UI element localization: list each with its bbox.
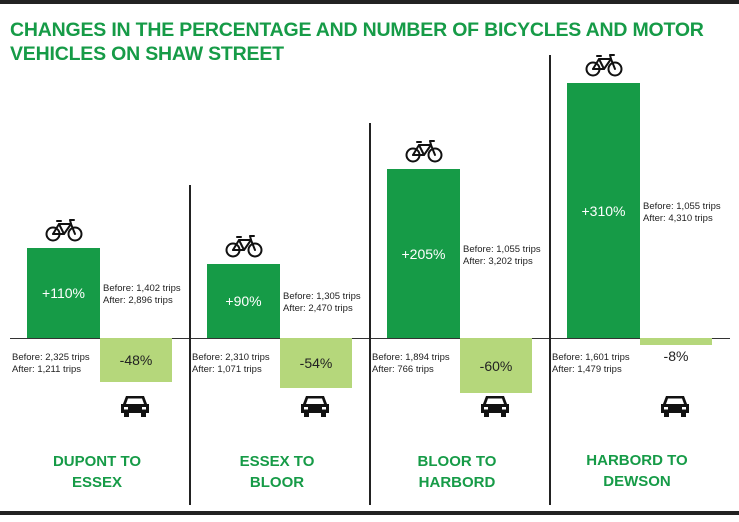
motor-vehicle-trips: Before: 2,325 trips After: 1,211 trips <box>12 352 90 376</box>
segment-label: HARBORD TO DEWSON <box>552 450 722 492</box>
bicycle-trips: Before: 1,055 trips After: 4,310 trips <box>643 201 721 225</box>
motor-vehicle-bar <box>640 338 712 346</box>
segment-label-line: ESSEX <box>71 474 123 491</box>
bicycle-before-trips: Before: 1,055 trips <box>463 243 541 255</box>
motor-vehicle-bar <box>100 338 172 382</box>
bicycle-pct-label: +205% <box>401 245 446 262</box>
segment-label: DUPONT TO ESSEX <box>12 451 182 493</box>
bicycle-bar <box>27 247 100 338</box>
bicycle-icon <box>45 218 83 242</box>
segment-divider <box>369 123 371 505</box>
bicycle-after-trips: After: 3,202 trips <box>463 255 533 267</box>
bicycle-trips: Before: 1,305 trips After: 2,470 trips <box>283 291 361 315</box>
segment-label-line: HARBORD <box>418 474 496 491</box>
bicycle-before-trips: Before: 1,305 trips <box>283 290 361 302</box>
bicycle-trips: Before: 1,402 trips After: 2,896 trips <box>103 283 181 307</box>
car-icon <box>121 396 149 417</box>
bicycle-after-trips: After: 2,470 trips <box>283 302 353 314</box>
bicycle-bar <box>207 263 280 338</box>
segment-label-line: DEWSON <box>603 473 671 490</box>
segment-label-line: BLOOR TO <box>417 453 497 470</box>
segment-label-line: DUPONT TO <box>52 453 142 470</box>
segment-label-line: BLOOR <box>249 474 305 491</box>
segment-label-line: ESSEX TO <box>239 453 315 470</box>
bicycle-icon <box>585 54 623 77</box>
bicycle-bar <box>387 169 460 338</box>
motor-vehicle-pct-label: -48% <box>119 352 153 368</box>
bicycle-bar <box>567 83 640 338</box>
bicycle-icon <box>225 234 263 258</box>
motor-vehicle-after-trips: After: 1,071 trips <box>192 364 262 375</box>
car-icon <box>661 396 689 417</box>
bicycle-pct-label: +90% <box>225 292 262 309</box>
motor-vehicle-pct-label: -54% <box>299 354 333 371</box>
motor-vehicle-pct-label: -8% <box>663 348 689 365</box>
bicycle-before-trips: Before: 1,055 trips <box>643 200 721 212</box>
motor-vehicle-trips: Before: 1,894 trips After: 766 trips <box>372 352 450 376</box>
bicycle-pct-label: +110% <box>42 284 85 301</box>
motor-vehicle-before-trips: Before: 1,894 trips <box>372 352 450 363</box>
segment-label-line: HARBORD TO <box>586 452 688 469</box>
motor-vehicle-pct-label: -60% <box>479 357 513 374</box>
top-rule <box>0 0 739 4</box>
bottom-rule <box>0 511 739 515</box>
bicycle-after-trips: After: 2,896 trips <box>103 294 173 306</box>
segment-divider <box>189 185 191 505</box>
segment-divider <box>549 55 551 505</box>
chart-title: CHANGES IN THE PERCENTAGE AND NUMBER OF … <box>10 19 704 65</box>
segment-label: BLOOR TO HARBORD <box>372 451 542 493</box>
bicycle-after-trips: After: 4,310 trips <box>643 212 713 224</box>
car-icon <box>481 396 509 417</box>
bicycle-pct-label: +310% <box>581 202 626 219</box>
car-icon <box>301 396 329 417</box>
motor-vehicle-before-trips: Before: 1,601 trips <box>552 352 630 363</box>
motor-vehicle-trips: Before: 1,601 trips After: 1,479 trips <box>552 352 630 376</box>
motor-vehicle-trips: Before: 2,310 trips After: 1,071 trips <box>192 352 270 376</box>
motor-vehicle-after-trips: After: 1,211 trips <box>12 364 81 375</box>
motor-vehicle-bar <box>280 338 352 388</box>
bicycle-trips: Before: 1,055 trips After: 3,202 trips <box>463 244 541 268</box>
motor-vehicle-after-trips: After: 766 trips <box>372 364 434 375</box>
motor-vehicle-before-trips: Before: 2,310 trips <box>192 352 270 363</box>
motor-vehicle-bar <box>460 338 532 393</box>
motor-vehicle-after-trips: After: 1,479 trips <box>552 364 622 375</box>
bicycle-before-trips: Before: 1,402 trips <box>103 282 181 294</box>
segment-label: ESSEX TO BLOOR <box>192 451 362 493</box>
bicycle-icon <box>405 140 443 163</box>
motor-vehicle-before-trips: Before: 2,325 trips <box>12 352 90 363</box>
